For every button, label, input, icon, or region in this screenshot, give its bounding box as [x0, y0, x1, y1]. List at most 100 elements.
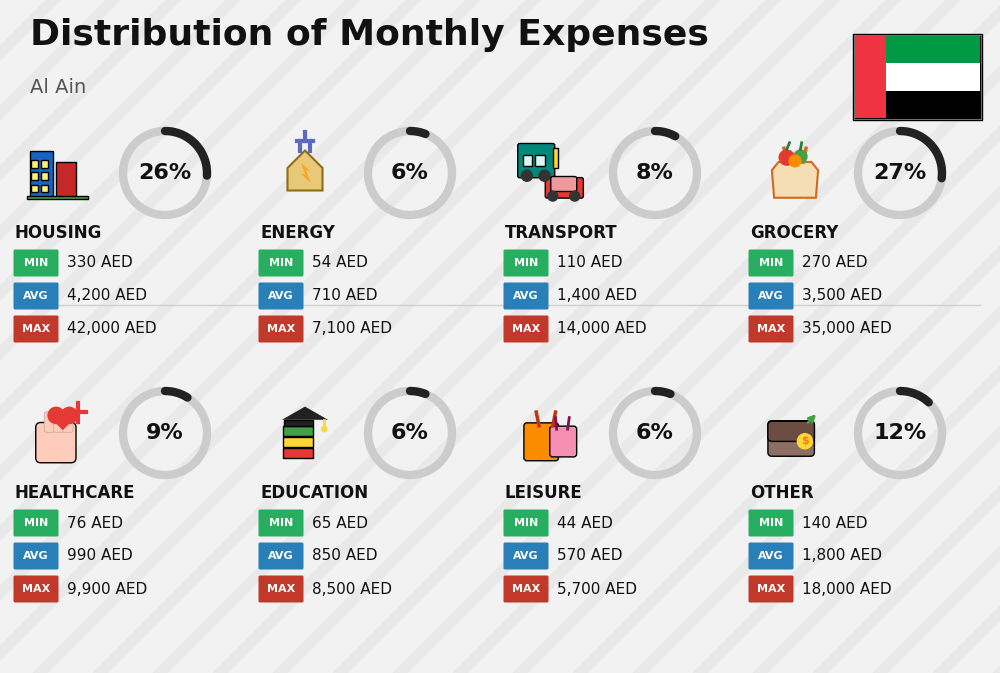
Circle shape — [779, 149, 795, 166]
FancyBboxPatch shape — [768, 421, 814, 441]
Text: 710 AED: 710 AED — [312, 289, 378, 304]
FancyBboxPatch shape — [518, 143, 555, 178]
FancyBboxPatch shape — [27, 196, 88, 199]
Text: MIN: MIN — [24, 258, 48, 268]
FancyBboxPatch shape — [504, 283, 548, 310]
Text: AVG: AVG — [513, 551, 539, 561]
FancyBboxPatch shape — [258, 250, 304, 277]
Text: 44 AED: 44 AED — [557, 516, 613, 530]
FancyBboxPatch shape — [748, 283, 794, 310]
FancyBboxPatch shape — [545, 178, 583, 198]
Text: 6%: 6% — [636, 423, 674, 443]
Text: 65 AED: 65 AED — [312, 516, 368, 530]
FancyBboxPatch shape — [258, 509, 304, 536]
FancyBboxPatch shape — [258, 316, 304, 343]
Circle shape — [47, 406, 65, 424]
Text: Distribution of Monthly Expenses: Distribution of Monthly Expenses — [30, 18, 709, 52]
Text: LEISURE: LEISURE — [505, 484, 583, 502]
FancyBboxPatch shape — [13, 542, 58, 569]
Circle shape — [521, 170, 532, 181]
FancyBboxPatch shape — [886, 36, 980, 63]
Text: 9,900 AED: 9,900 AED — [67, 581, 147, 596]
Text: AVG: AVG — [513, 291, 539, 301]
FancyBboxPatch shape — [56, 162, 76, 198]
Text: MIN: MIN — [759, 258, 783, 268]
Polygon shape — [772, 162, 818, 198]
Text: TRANSPORT: TRANSPORT — [505, 224, 618, 242]
FancyBboxPatch shape — [13, 509, 58, 536]
Text: 7,100 AED: 7,100 AED — [312, 322, 392, 336]
Text: 270 AED: 270 AED — [802, 256, 868, 271]
Text: 9%: 9% — [146, 423, 184, 443]
FancyBboxPatch shape — [504, 316, 548, 343]
Text: 8%: 8% — [636, 163, 674, 183]
Text: 3,500 AED: 3,500 AED — [802, 289, 882, 304]
Polygon shape — [288, 151, 322, 190]
Text: 1,400 AED: 1,400 AED — [557, 289, 637, 304]
Circle shape — [788, 154, 802, 168]
FancyBboxPatch shape — [524, 423, 558, 461]
FancyBboxPatch shape — [504, 509, 548, 536]
FancyBboxPatch shape — [504, 542, 548, 569]
FancyBboxPatch shape — [283, 448, 313, 458]
Circle shape — [548, 191, 558, 201]
Text: 8,500 AED: 8,500 AED — [312, 581, 392, 596]
Text: AVG: AVG — [268, 291, 294, 301]
Circle shape — [797, 433, 813, 450]
Text: MIN: MIN — [24, 518, 48, 528]
Polygon shape — [282, 406, 328, 420]
FancyBboxPatch shape — [748, 509, 794, 536]
FancyBboxPatch shape — [41, 160, 48, 168]
Text: 14,000 AED: 14,000 AED — [557, 322, 647, 336]
Text: MIN: MIN — [514, 258, 538, 268]
FancyBboxPatch shape — [258, 542, 304, 569]
FancyBboxPatch shape — [13, 283, 58, 310]
FancyBboxPatch shape — [31, 160, 38, 168]
Text: MAX: MAX — [757, 584, 785, 594]
Polygon shape — [301, 163, 311, 183]
Text: MAX: MAX — [512, 584, 540, 594]
FancyBboxPatch shape — [54, 412, 64, 432]
FancyBboxPatch shape — [768, 421, 814, 456]
Text: AVG: AVG — [23, 551, 49, 561]
Circle shape — [321, 426, 328, 433]
Text: AVG: AVG — [268, 551, 294, 561]
FancyBboxPatch shape — [36, 423, 76, 463]
FancyBboxPatch shape — [62, 412, 73, 432]
Text: 6%: 6% — [391, 423, 429, 443]
Text: 4,200 AED: 4,200 AED — [67, 289, 147, 304]
Text: Al Ain: Al Ain — [30, 78, 86, 97]
Text: 5,700 AED: 5,700 AED — [557, 581, 637, 596]
FancyBboxPatch shape — [13, 575, 58, 602]
FancyBboxPatch shape — [522, 155, 532, 166]
Text: 330 AED: 330 AED — [67, 256, 133, 271]
FancyBboxPatch shape — [30, 151, 53, 198]
FancyBboxPatch shape — [504, 575, 548, 602]
FancyBboxPatch shape — [41, 172, 48, 180]
Text: AVG: AVG — [758, 551, 784, 561]
FancyBboxPatch shape — [550, 426, 577, 457]
Text: MAX: MAX — [267, 324, 295, 334]
Text: 35,000 AED: 35,000 AED — [802, 322, 892, 336]
Text: 1,800 AED: 1,800 AED — [802, 548, 882, 563]
Text: 6%: 6% — [391, 163, 429, 183]
FancyBboxPatch shape — [855, 36, 980, 118]
FancyBboxPatch shape — [886, 63, 980, 91]
Text: $: $ — [801, 436, 809, 446]
FancyBboxPatch shape — [44, 412, 55, 432]
FancyBboxPatch shape — [258, 283, 304, 310]
Text: 27%: 27% — [873, 163, 927, 183]
Text: 42,000 AED: 42,000 AED — [67, 322, 157, 336]
FancyBboxPatch shape — [535, 155, 545, 166]
Text: MAX: MAX — [22, 584, 50, 594]
Text: MIN: MIN — [514, 518, 538, 528]
FancyBboxPatch shape — [283, 437, 313, 447]
FancyBboxPatch shape — [748, 575, 794, 602]
Text: ENERGY: ENERGY — [260, 224, 335, 242]
Text: MAX: MAX — [512, 324, 540, 334]
Text: HOUSING: HOUSING — [15, 224, 102, 242]
FancyBboxPatch shape — [748, 250, 794, 277]
Text: 12%: 12% — [873, 423, 927, 443]
FancyBboxPatch shape — [553, 148, 558, 168]
Text: EDUCATION: EDUCATION — [260, 484, 368, 502]
